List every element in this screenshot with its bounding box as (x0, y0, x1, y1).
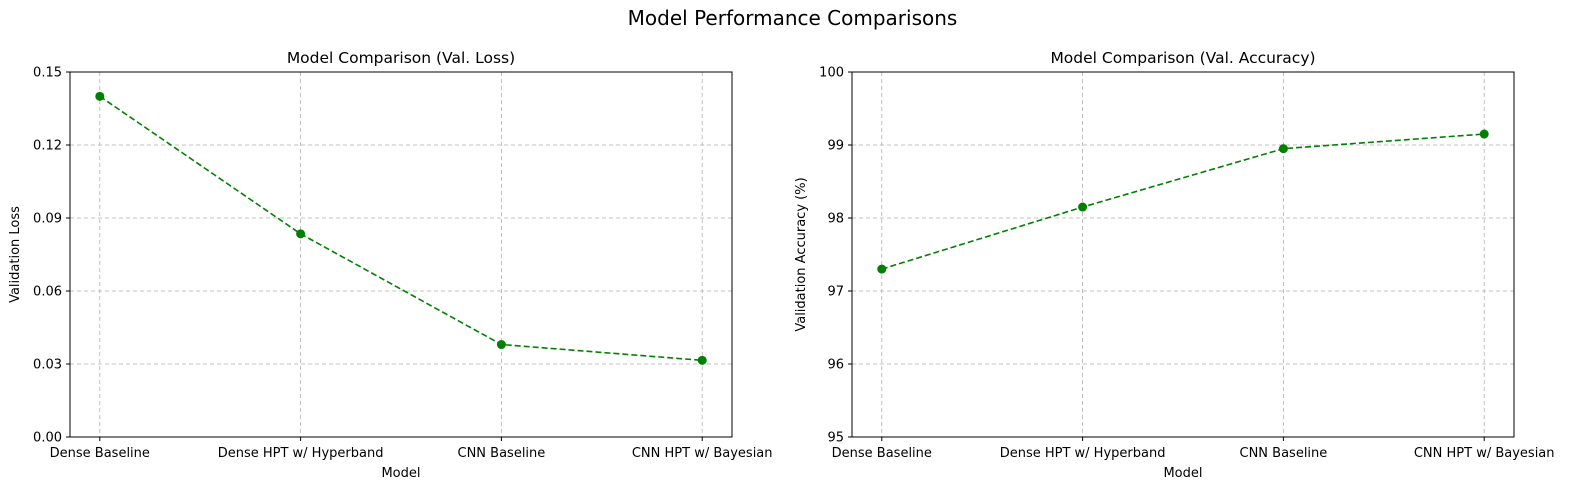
data-point (1078, 202, 1088, 212)
y-tick-label: 95 (827, 431, 844, 446)
figure-title: Model Performance Comparisons (627, 6, 958, 30)
x-tick-label: Dense HPT w/ Hyperband (1000, 446, 1166, 461)
y-tick-label: 0.09 (33, 212, 62, 227)
chart-title: Model Comparison (Val. Loss) (287, 49, 515, 67)
y-tick-label: 0.12 (33, 139, 62, 154)
chart-title: Model Comparison (Val. Accuracy) (1050, 49, 1315, 67)
x-tick-label: Dense HPT w/ Hyperband (218, 446, 384, 461)
y-tick-label: 0.06 (33, 285, 62, 300)
y-tick-label: 98 (827, 212, 844, 227)
y-tick-label: 0.03 (33, 358, 62, 373)
y-tick-label: 97 (827, 285, 844, 300)
plot-frame (69, 71, 733, 438)
x-tick-label: CNN Baseline (1240, 446, 1328, 461)
data-point (877, 264, 887, 274)
x-axis-label: Model (1163, 466, 1202, 481)
data-point (296, 229, 306, 239)
y-axis-label: Validation Accuracy (%) (794, 177, 809, 331)
accuracy-chart: 95 96 97 98 99 100 Dense Baseline Dense HPT w/ … (794, 49, 1555, 481)
x-tick-label: Dense Baseline (832, 446, 932, 461)
data-point (697, 355, 707, 365)
data-point (1479, 129, 1489, 139)
data-point (95, 91, 105, 101)
x-tick-label: CNN HPT w/ Bayesian (632, 446, 773, 461)
series-line (881, 133, 1485, 270)
y-axis-label: Validation Loss (8, 206, 23, 303)
x-tick-label: CNN Baseline (458, 446, 546, 461)
plot-frame (851, 71, 1515, 438)
data-point (496, 340, 506, 350)
x-axis-label: Model (381, 466, 420, 481)
data-point (1278, 144, 1288, 154)
y-tick-label: 0.00 (33, 431, 62, 446)
x-tick-label: CNN HPT w/ Bayesian (1414, 446, 1555, 461)
y-tick-label: 96 (827, 358, 844, 373)
y-tick-label: 99 (827, 139, 844, 154)
y-tick-label: 100 (819, 66, 844, 81)
series-line (99, 95, 703, 362)
y-tick-label: 0.15 (33, 66, 62, 81)
loss-chart: 0.00 0.03 0.06 0.09 0.12 0.15 Dense Baseline De… (8, 49, 773, 481)
x-tick-label: Dense Baseline (50, 446, 150, 461)
